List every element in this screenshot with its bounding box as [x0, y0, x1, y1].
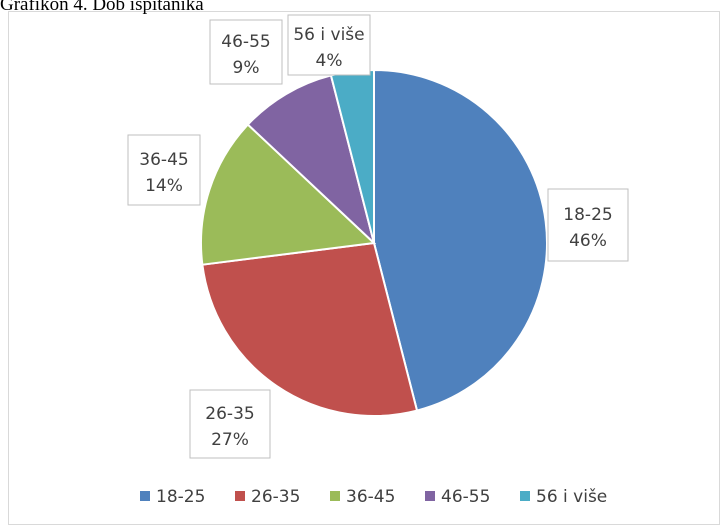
pie-slice [201, 241, 419, 417]
chart-title: Grafikon 4. Dob ispitanika [0, 0, 204, 15]
pie-slice [200, 123, 377, 266]
pie-slice [373, 68, 548, 412]
legend-swatch [140, 491, 150, 501]
legend-label: 18-25 [156, 487, 205, 507]
legend-swatch [330, 491, 340, 501]
data-label-value: 4% [316, 51, 343, 71]
data-label-value: 46% [569, 231, 607, 251]
data-label-category: 46-55 [221, 32, 270, 52]
data-label-box [127, 134, 201, 206]
data-label-value: 27% [211, 430, 249, 450]
pie-slice [246, 74, 376, 247]
data-label-box [189, 389, 271, 459]
data-label-category: 36-45 [139, 150, 188, 170]
legend-swatch [520, 491, 530, 501]
legend-label: 56 i više [536, 487, 607, 507]
data-label-box [287, 14, 371, 76]
legend-label: 46-55 [441, 487, 490, 507]
data-label-category: 26-35 [205, 404, 254, 424]
data-label-box [547, 188, 629, 262]
legend-swatch [235, 491, 245, 501]
legend-swatch [425, 491, 435, 501]
data-label-category: 18-25 [563, 205, 612, 225]
data-label-box [209, 19, 283, 85]
legend-label: 36-45 [346, 487, 395, 507]
data-label-value: 9% [233, 58, 260, 78]
data-label-category: 56 i više [293, 25, 364, 45]
data-label-value: 14% [145, 176, 183, 196]
legend-label: 26-35 [251, 487, 300, 507]
